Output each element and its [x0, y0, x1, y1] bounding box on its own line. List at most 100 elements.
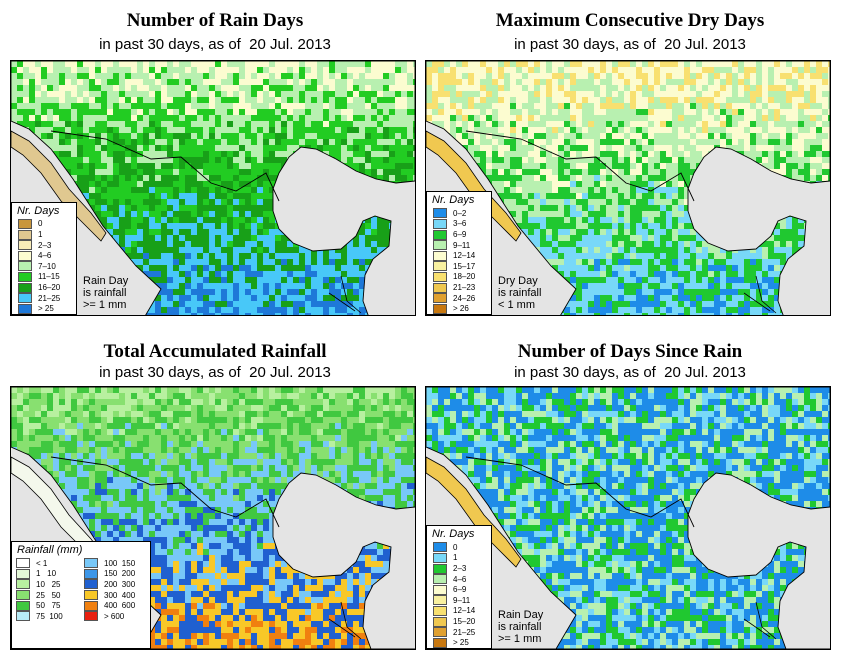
legend-entry: 2–3	[12, 240, 76, 251]
legend-swatch	[18, 271, 32, 282]
legend-label: > 25	[38, 304, 54, 314]
legend-entry: 1 10	[12, 568, 80, 580]
legend-label: 16–20	[38, 283, 61, 293]
legend-label: > 25	[453, 638, 469, 648]
legend-entry: 6–9	[427, 229, 491, 240]
legend-label: > 26	[453, 304, 469, 314]
legend-rain-days: Nr. Days 0 1 2–3 4–6 7–10 11–15 16–20 21–25 > 25	[11, 201, 77, 315]
legend-entry: 25 50	[12, 590, 80, 601]
panel-total-rainfall: Total Accumulated Rainfall in past 30 da…	[10, 333, 420, 653]
legend-entry: 0–2	[427, 208, 491, 219]
legend-swatch	[433, 208, 447, 219]
legend-swatch	[18, 218, 32, 229]
legend-swatch	[16, 579, 30, 590]
legend-swatch	[433, 616, 447, 627]
legend-entry: > 600	[80, 611, 148, 622]
legend-entry: 12–14	[427, 250, 491, 261]
legend-swatch	[16, 590, 30, 601]
panel-subtitle: in past 30 days, as of 20 Jul. 2013	[514, 364, 746, 381]
map-max-dry-days-image	[426, 61, 830, 315]
legend-swatch	[433, 282, 447, 293]
legend-label: 12–14	[453, 606, 476, 616]
legend-title: Nr. Days	[17, 204, 60, 217]
legend-swatch	[18, 303, 32, 314]
legend-entry: 10 25	[12, 579, 80, 590]
legend-label: 3–6	[453, 219, 467, 229]
legend-label: 24–26	[453, 293, 476, 303]
legend-entry: 75 100	[12, 611, 80, 622]
legend-swatch	[433, 218, 447, 229]
panel-title: Number of Rain Days	[126, 10, 304, 31]
panel-max-dry-days: Maximum Consecutive Dry Days in past 30 …	[425, 0, 835, 320]
legend-entry: > 25	[12, 303, 76, 314]
legend-label: 18–20	[453, 272, 476, 282]
legend-swatch	[433, 271, 447, 282]
legend-entry: 21–23	[427, 282, 491, 293]
map-rain-days-image	[11, 61, 415, 315]
legend-swatch	[18, 293, 32, 304]
legend-label: 9–11	[453, 595, 471, 605]
legend-entry: 21–25	[427, 627, 491, 638]
legend-entry: 15–17	[427, 261, 491, 272]
legend-label: 4–6	[453, 574, 467, 584]
legend-entry: 400 600	[80, 600, 148, 611]
legend-label: 150 200	[104, 569, 136, 579]
legend-entry: 9–11	[427, 240, 491, 251]
legend-label: 1	[453, 553, 458, 563]
legend-entry: 100 150	[80, 558, 148, 569]
legend-entry: 50 75	[12, 600, 80, 611]
legend-swatch	[433, 240, 447, 251]
legend-entry: 6–9	[427, 584, 491, 595]
legend-label: 12–14	[453, 251, 476, 261]
legend-swatch	[84, 568, 98, 579]
legend-entry: 24–26	[427, 293, 491, 304]
legend-swatch	[433, 552, 447, 563]
legend-swatch	[84, 590, 98, 601]
legend-label: 50 75	[36, 601, 61, 611]
legend-label: 200 300	[104, 579, 136, 589]
legend-label: 0	[453, 542, 458, 552]
legend-label: 25 50	[36, 590, 61, 600]
legend-entry: 11–15	[12, 271, 76, 283]
legend-note: Dry Day is rainfall < 1 mm	[498, 275, 542, 311]
panel-subtitle: in past 30 days, as of 20 Jul. 2013	[99, 36, 331, 53]
legend-label: 21–25	[453, 627, 476, 637]
panel-title: Number of Days Since Rain	[517, 341, 743, 362]
legend-label: 10 25	[36, 579, 61, 589]
legend-label: 15–20	[453, 617, 476, 627]
legend-label: 15–17	[453, 261, 476, 271]
legend-label: 11–15	[38, 272, 60, 282]
legend-swatch	[433, 595, 447, 606]
legend-entry: 1	[12, 229, 76, 240]
map-rain-days: Rain Day is rainfall >= 1 mm Nr. Days 0 1 2–…	[10, 60, 416, 316]
legend-max-dry-days: Nr. Days 0–2 3–6 6–9 9–11 12–14 15–17 18–20 21–…	[426, 191, 492, 315]
legend-swatch	[433, 627, 447, 638]
legend-swatch	[18, 240, 32, 251]
legend-entry: 7–10	[12, 261, 76, 272]
legend-label: 400 600	[104, 601, 136, 611]
map-days-since-rain: Rain Day is rainfall >= 1 mm Nr. Days 0 1 2–…	[425, 386, 831, 650]
panel-days-since-rain: Number of Days Since Rain in past 30 day…	[425, 333, 835, 653]
legend-entry: 150 200	[80, 568, 148, 580]
legend-swatch	[16, 568, 30, 579]
legend-label: 4–6	[38, 251, 52, 261]
legend-entry: 0	[427, 542, 491, 553]
legend-label: 1	[38, 230, 43, 240]
legend-label: < 1	[36, 558, 48, 568]
legend-label: 2–3	[453, 564, 467, 574]
legend-note: Rain Day is rainfall >= 1 mm	[498, 609, 544, 645]
map-max-dry-days: Dry Day is rainfall < 1 mm Nr. Days 0–2 3–6…	[425, 60, 831, 316]
legend-swatch	[433, 303, 447, 314]
legend-swatch	[433, 542, 447, 553]
legend-entry: < 1	[12, 558, 80, 569]
legend-label: 0–2	[453, 208, 467, 218]
legend-label: 75 100	[36, 611, 63, 621]
legend-swatch	[18, 282, 32, 293]
legend-swatch	[433, 250, 447, 261]
legend-entry: > 25	[427, 637, 491, 648]
legend-entry: 9–11	[427, 595, 491, 606]
legend-swatch	[18, 250, 32, 261]
legend-swatch	[84, 600, 98, 611]
legend-swatch	[433, 293, 447, 304]
